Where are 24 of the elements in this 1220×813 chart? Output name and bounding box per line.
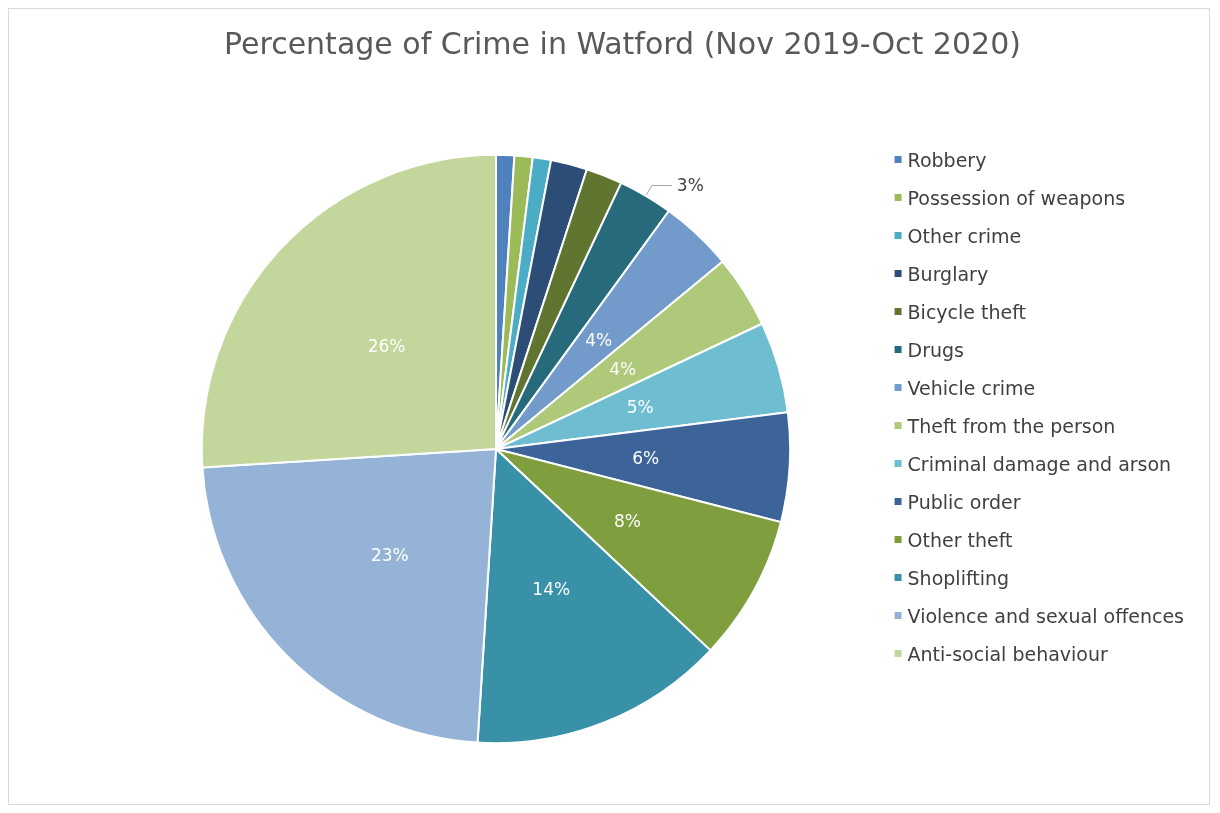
legend-label: Drugs bbox=[907, 338, 965, 361]
legend-label: Burglary bbox=[907, 262, 989, 285]
legend-label: Other theft bbox=[907, 528, 1013, 551]
data-label: 8% bbox=[614, 511, 641, 532]
legend-label: Criminal damage and arson bbox=[907, 452, 1172, 475]
chart-title: Percentage of Crime in Watford (Nov 2019-Oct 2020) bbox=[224, 25, 1021, 61]
legend-label: Shoplifting bbox=[907, 566, 1010, 589]
data-label: 23% bbox=[370, 545, 409, 566]
data-label: 5% bbox=[626, 397, 654, 418]
data-label: 26% bbox=[367, 336, 406, 357]
legend-label: Other crime bbox=[907, 224, 1022, 247]
data-label: 4% bbox=[585, 329, 613, 350]
data-label: 4% bbox=[609, 358, 637, 379]
legend-label: Vehicle crime bbox=[907, 376, 1036, 399]
data-label: 3% bbox=[676, 175, 704, 196]
data-label: 14% bbox=[532, 578, 571, 599]
legend-label: Bicycle theft bbox=[907, 300, 1027, 323]
legend-label: Anti-social behaviour bbox=[907, 642, 1109, 665]
legend-label: Violence and sexual offences bbox=[907, 604, 1184, 627]
legend-label: Theft from the person bbox=[906, 414, 1116, 437]
legend-label: Possession of weapons bbox=[907, 186, 1126, 209]
legend-label: Public order bbox=[907, 490, 1021, 513]
legend-label: Robbery bbox=[907, 148, 987, 171]
data-label: 6% bbox=[632, 448, 660, 469]
